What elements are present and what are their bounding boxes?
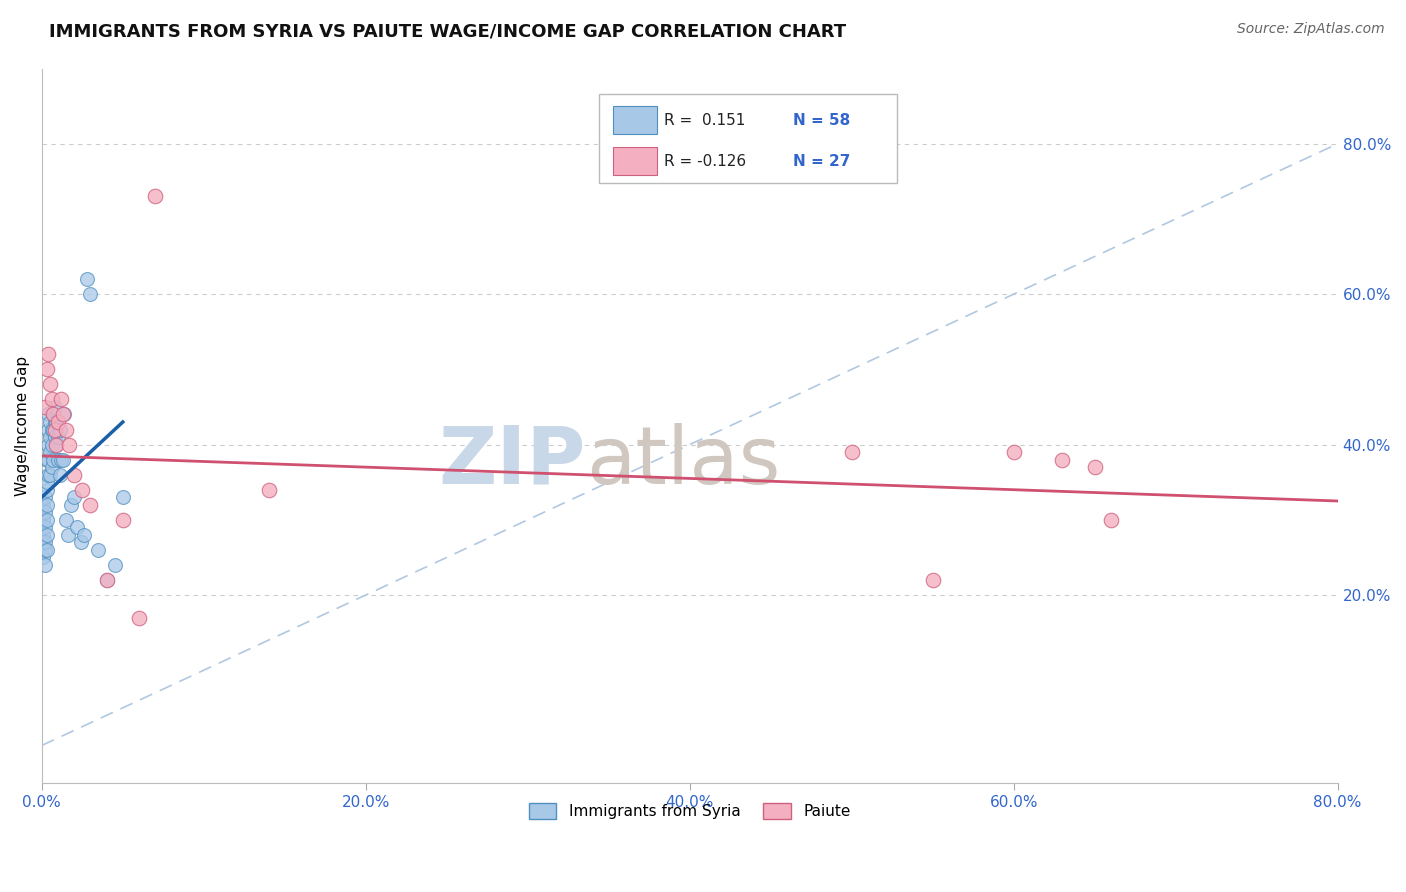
Point <box>58 437 80 451</box>
Point <box>1084 460 1107 475</box>
Point <box>87 542 110 557</box>
Point <box>55 423 77 437</box>
Text: R = -0.126: R = -0.126 <box>664 153 747 169</box>
Point <box>38 445 60 459</box>
Point <box>35 362 58 376</box>
Point <box>37 408 59 422</box>
Point <box>52 408 75 422</box>
Point <box>257 483 280 497</box>
Point <box>34 535 56 549</box>
Point <box>35 498 58 512</box>
Point <box>35 483 58 497</box>
Point <box>73 528 96 542</box>
Point <box>45 437 67 451</box>
Point <box>32 535 55 549</box>
Point <box>76 272 98 286</box>
Point <box>42 408 65 422</box>
Point <box>32 513 55 527</box>
Point <box>42 408 65 422</box>
Point <box>53 408 76 422</box>
Point <box>38 415 60 429</box>
Point <box>38 467 60 482</box>
Point <box>45 415 67 429</box>
Point <box>79 287 101 301</box>
FancyBboxPatch shape <box>613 147 658 176</box>
Text: ZIP: ZIP <box>439 423 586 500</box>
Point <box>44 430 66 444</box>
Point <box>41 423 63 437</box>
Text: R =  0.151: R = 0.151 <box>664 112 745 128</box>
Point <box>35 475 58 490</box>
Point <box>34 490 56 504</box>
Point <box>37 347 59 361</box>
Point <box>921 573 943 587</box>
Y-axis label: Wage/Income Gap: Wage/Income Gap <box>15 356 30 496</box>
Point <box>51 452 73 467</box>
Point <box>34 558 56 572</box>
Point <box>69 535 91 549</box>
Point <box>44 423 66 437</box>
Point <box>41 437 63 451</box>
Point <box>48 423 70 437</box>
Point <box>63 467 86 482</box>
Point <box>34 520 56 534</box>
Point <box>41 392 63 407</box>
Point <box>48 467 70 482</box>
Point <box>37 452 59 467</box>
Point <box>32 528 55 542</box>
Point <box>32 550 55 565</box>
Point <box>72 483 94 497</box>
Point <box>38 377 60 392</box>
Legend: Immigrants from Syria, Paiute: Immigrants from Syria, Paiute <box>523 797 856 825</box>
Point <box>1002 445 1025 459</box>
Point <box>111 490 134 504</box>
Point <box>46 415 69 429</box>
Point <box>841 445 863 459</box>
Point <box>34 400 56 414</box>
Text: Source: ZipAtlas.com: Source: ZipAtlas.com <box>1237 22 1385 37</box>
Point <box>37 467 59 482</box>
FancyBboxPatch shape <box>613 106 658 135</box>
Point <box>37 437 59 451</box>
Point <box>42 452 65 467</box>
FancyBboxPatch shape <box>599 94 897 183</box>
Point <box>42 423 65 437</box>
Point <box>34 505 56 519</box>
Point <box>55 513 77 527</box>
Point <box>46 452 69 467</box>
Point <box>44 400 66 414</box>
Point <box>1052 452 1074 467</box>
Point <box>37 423 59 437</box>
Point <box>52 452 75 467</box>
Point <box>63 490 86 504</box>
Point <box>143 189 166 203</box>
Point <box>44 415 66 429</box>
Text: IMMIGRANTS FROM SYRIA VS PAIUTE WAGE/INCOME GAP CORRELATION CHART: IMMIGRANTS FROM SYRIA VS PAIUTE WAGE/INC… <box>49 22 846 40</box>
Point <box>35 513 58 527</box>
Point <box>32 498 55 512</box>
Point <box>51 392 73 407</box>
Text: N = 58: N = 58 <box>793 112 851 128</box>
Point <box>35 452 58 467</box>
Point <box>35 528 58 542</box>
Point <box>66 520 89 534</box>
Point <box>56 528 79 542</box>
Point <box>46 430 69 444</box>
Point <box>128 610 150 624</box>
Point <box>96 573 118 587</box>
Point <box>96 573 118 587</box>
Point <box>111 513 134 527</box>
Point <box>1099 513 1122 527</box>
Point <box>38 430 60 444</box>
Point <box>35 542 58 557</box>
Point <box>79 498 101 512</box>
Text: atlas: atlas <box>586 423 780 500</box>
Point <box>34 542 56 557</box>
Point <box>104 558 127 572</box>
Text: N = 27: N = 27 <box>793 153 851 169</box>
Point <box>45 437 67 451</box>
Point <box>41 460 63 475</box>
Point <box>59 498 82 512</box>
